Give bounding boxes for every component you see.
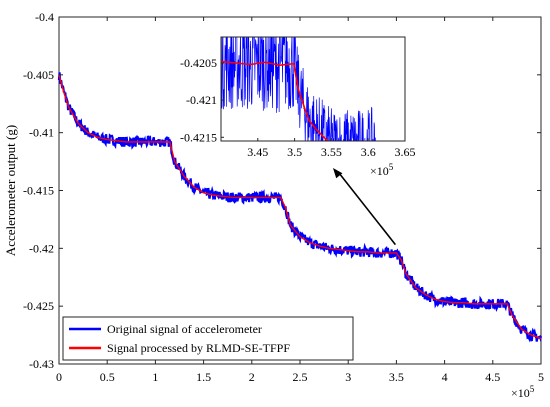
legend-label-original: Original signal of accelerometer xyxy=(107,322,262,336)
inset-series-processed-line xyxy=(221,60,329,141)
inset-x-tick-label: 3.65 xyxy=(395,145,416,159)
zoom-arrow xyxy=(333,168,397,246)
x-tick-label: 1.5 xyxy=(196,370,211,384)
x-tick-label: 0 xyxy=(56,370,62,384)
x-tick-label: 5 xyxy=(538,370,544,384)
inset-zoom-plot: 3.45 3.5 3.55 3.6 3.65 -0.4205 -0.421 -0.4215 ×… xyxy=(180,36,416,178)
x-tick-label: 0.5 xyxy=(100,370,115,384)
x-tick-label: 2.5 xyxy=(293,370,308,384)
y-tick-label: -0.425 xyxy=(23,299,54,313)
main-series-group xyxy=(57,72,543,343)
y-tick-label: -0.405 xyxy=(23,68,54,82)
y-tick-label: -0.415 xyxy=(23,184,54,198)
inset-y-tick-label: -0.4205 xyxy=(180,56,217,70)
main-plot: 0 0.5 1 1.5 2 2.5 3 3.5 4 4.5 5 -0.4 -0.405 -0.41 -0.4… xyxy=(3,10,544,400)
inset-x-scale-exponent: 5 xyxy=(389,162,394,172)
inset-x-tick-label: 3.6 xyxy=(361,145,376,159)
inset-x-tick-label: 3.5 xyxy=(287,145,302,159)
legend: Original signal of accelerometer Signal … xyxy=(62,316,354,361)
inset-ticks-group: 3.45 3.5 3.55 3.6 3.65 -0.4205 -0.421 -0.4215 xyxy=(180,56,416,159)
zoom-arrow-head xyxy=(333,168,343,179)
x-tick-label: 3.5 xyxy=(389,370,404,384)
zoom-arrow-line xyxy=(338,172,397,246)
y-tick-label: -0.43 xyxy=(29,357,54,371)
inset-y-tick-label: -0.4215 xyxy=(180,130,217,144)
x-tick-label: 1 xyxy=(152,370,158,384)
y-tick-label: -0.42 xyxy=(29,241,54,255)
legend-box xyxy=(62,316,354,361)
inset-frame xyxy=(220,36,406,142)
x-tick-label: 3 xyxy=(345,370,351,384)
y-tick-label: -0.41 xyxy=(29,126,54,140)
inset-y-tick-label: -0.421 xyxy=(186,93,217,107)
series-processed-line xyxy=(58,74,542,340)
y-axis-label: Accelerometer output (g) xyxy=(3,125,18,256)
inset-x-tick-label: 3.55 xyxy=(321,145,342,159)
legend-label-processed: Signal processed by RLMD-SE-TFPF xyxy=(107,341,290,355)
inset-series-original-line xyxy=(221,37,376,141)
inset-x-tick-label: 3.45 xyxy=(247,145,268,159)
x-tick-label: 4.5 xyxy=(485,370,500,384)
x-tick-label: 4 xyxy=(442,370,448,384)
y-tick-label: -0.4 xyxy=(35,10,54,24)
inset-series-group xyxy=(221,37,376,141)
main-ticks-group: 0 0.5 1 1.5 2 2.5 3 3.5 4 4.5 5 -0.4 -0.405 -0.41 -0.4… xyxy=(23,10,544,384)
series-original-line xyxy=(57,72,543,343)
inset-x-scale-factor: ×105 xyxy=(370,162,394,178)
x-tick-label: 2 xyxy=(249,370,255,384)
x-axis-scale-exponent: 5 xyxy=(530,384,535,394)
x-axis-scale-factor: ×105 xyxy=(511,384,535,400)
x-axis-scale-base: ×10 xyxy=(511,386,530,400)
inset-x-scale-base: ×10 xyxy=(370,164,389,178)
